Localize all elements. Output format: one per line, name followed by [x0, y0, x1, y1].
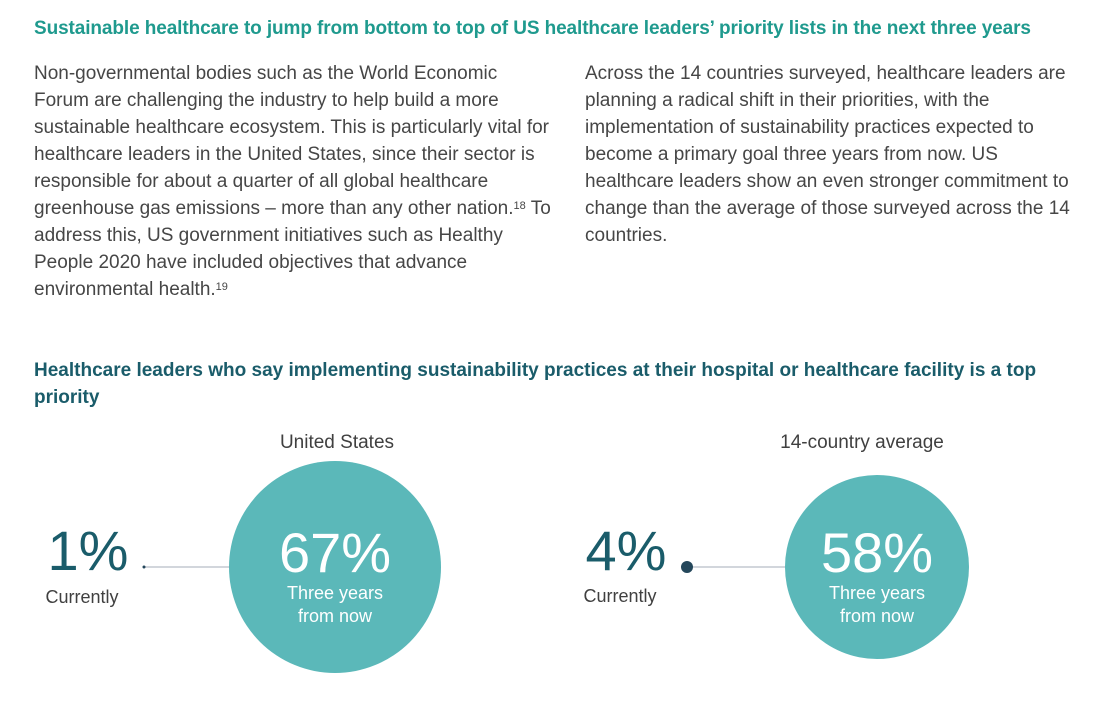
- page-headline: Sustainable healthcare to jump from bott…: [34, 18, 1031, 39]
- left-text-a: Non-governmental bodies such as the Worl…: [34, 63, 549, 219]
- future-bubble: [785, 475, 969, 659]
- right-paragraph: Across the 14 countries surveyed, health…: [585, 63, 1070, 246]
- current-dot: [142, 565, 146, 569]
- left-paragraph: Non-governmental bodies such as the Worl…: [34, 60, 554, 303]
- chart-title: Healthcare leaders who say implementing …: [34, 360, 1037, 408]
- future-caption: Three years: [829, 583, 925, 603]
- footnote-18[interactable]: 18: [513, 200, 526, 212]
- current-value-label: 1%: [48, 519, 129, 582]
- group-label: 14-country average: [780, 432, 944, 453]
- current-value-label: 4%: [586, 519, 667, 582]
- future-value-label: 67%: [279, 521, 391, 584]
- current-caption: Currently: [583, 586, 656, 606]
- future-value-label: 58%: [821, 521, 933, 584]
- group-label: United States: [280, 432, 394, 453]
- footnote-19[interactable]: 19: [215, 281, 228, 293]
- future-caption: from now: [840, 606, 915, 626]
- future-caption: Three years: [287, 583, 383, 603]
- future-caption: from now: [298, 606, 373, 626]
- current-caption: Currently: [45, 587, 118, 607]
- left-text-b: To address this, US government initiativ…: [34, 198, 551, 300]
- left-column-text: Non-governmental bodies such as the Worl…: [34, 60, 554, 303]
- current-dot: [681, 561, 693, 573]
- right-column-text: Across the 14 countries surveyed, health…: [585, 60, 1085, 249]
- future-bubble: [229, 461, 441, 673]
